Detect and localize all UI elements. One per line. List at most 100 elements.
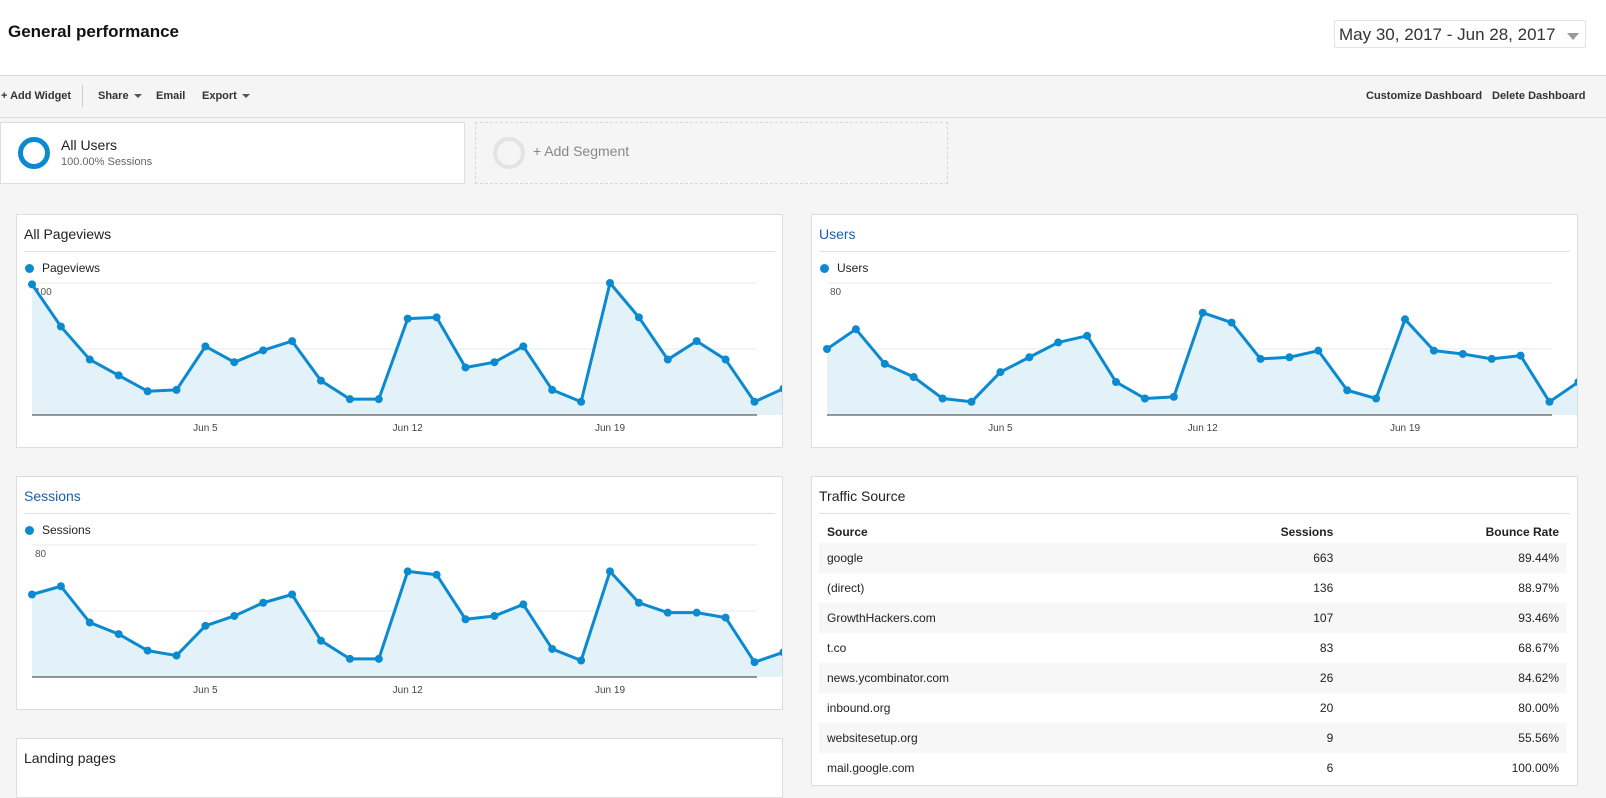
data-point bbox=[721, 613, 730, 622]
data-point bbox=[432, 570, 441, 579]
table-row[interactable]: inbound.org 20 80.00% bbox=[819, 693, 1567, 723]
x-tick-label: Jun 5 bbox=[193, 685, 218, 696]
table-row[interactable]: GrowthHackers.com 107 93.46% bbox=[819, 603, 1567, 633]
source-cell[interactable]: mail.google.com bbox=[827, 761, 915, 775]
data-point bbox=[577, 656, 586, 665]
data-point bbox=[634, 313, 643, 322]
data-point bbox=[345, 395, 354, 404]
segment-all-users[interactable]: All Users 100.00% Sessions bbox=[0, 122, 465, 184]
bounce-rate-cell: 100.00% bbox=[1511, 761, 1559, 775]
source-cell[interactable]: t.co bbox=[827, 641, 847, 655]
data-point bbox=[172, 385, 181, 394]
add-segment-button[interactable]: + Add Segment bbox=[475, 122, 948, 184]
data-point bbox=[1343, 386, 1352, 395]
source-cell[interactable]: inbound.org bbox=[827, 701, 891, 715]
data-point bbox=[1574, 378, 1577, 386]
data-point bbox=[201, 342, 210, 351]
column-header-sessions: Sessions bbox=[1280, 525, 1334, 539]
data-point bbox=[1198, 308, 1207, 317]
x-tick-label: Jun 19 bbox=[595, 685, 625, 696]
data-point bbox=[880, 359, 889, 368]
source-cell[interactable]: websitesetup.org bbox=[827, 731, 918, 745]
widget-title[interactable]: Sessions bbox=[24, 488, 81, 504]
table-row[interactable]: google 663 89.44% bbox=[819, 543, 1567, 573]
data-point bbox=[851, 325, 860, 334]
data-point bbox=[1487, 354, 1496, 363]
data-point bbox=[1516, 351, 1525, 360]
page-title: General performance bbox=[8, 22, 180, 41]
widget-divider bbox=[819, 251, 1570, 252]
sessions-cell: 9 bbox=[1326, 731, 1334, 745]
export-label: Export bbox=[202, 90, 237, 102]
toolbar-divider bbox=[82, 85, 83, 107]
segment-name: All Users bbox=[61, 137, 118, 153]
sessions-cell: 663 bbox=[1313, 551, 1334, 565]
x-tick-label: Jun 5 bbox=[988, 423, 1013, 434]
date-range-picker[interactable]: May 30, 2017 - Jun 28, 2017 bbox=[1334, 20, 1587, 48]
series-area bbox=[32, 283, 782, 415]
data-point bbox=[1314, 346, 1323, 355]
widget-title: Traffic Source bbox=[819, 488, 906, 504]
source-cell[interactable]: (direct) bbox=[827, 581, 865, 595]
data-point bbox=[519, 342, 528, 351]
data-point bbox=[750, 397, 759, 406]
source-cell[interactable]: GrowthHackers.com bbox=[827, 611, 936, 625]
legend-dot-icon bbox=[25, 526, 34, 535]
table-row[interactable]: mail.google.com 6 100.00% bbox=[819, 753, 1567, 783]
table-row[interactable]: (direct) 136 88.97% bbox=[819, 573, 1567, 603]
share-button[interactable]: Share bbox=[98, 90, 142, 102]
table-row[interactable]: news.ycombinator.com 26 84.62% bbox=[819, 663, 1567, 693]
x-tick-label: Jun 19 bbox=[1390, 423, 1420, 434]
legend-label: Pageviews bbox=[42, 261, 101, 275]
customize-dashboard-button[interactable]: Customize Dashboard bbox=[1366, 90, 1483, 102]
sessions-cell: 83 bbox=[1319, 641, 1334, 655]
legend-label: Sessions bbox=[42, 523, 91, 537]
data-point bbox=[721, 355, 730, 364]
data-point bbox=[85, 355, 94, 364]
y-tick-label: 80 bbox=[830, 287, 842, 298]
chevron-down-icon bbox=[1567, 33, 1580, 40]
add-widget-button[interactable]: + Add Widget bbox=[1, 90, 72, 102]
bounce-rate-cell: 80.00% bbox=[1518, 701, 1559, 715]
data-point bbox=[1545, 397, 1554, 406]
sessions-cell: 6 bbox=[1326, 761, 1334, 775]
column-header-bounce-rate: Bounce Rate bbox=[1485, 525, 1559, 539]
data-point bbox=[143, 646, 152, 655]
caret-down-icon bbox=[241, 94, 250, 99]
table-row[interactable]: websitesetup.org 9 55.56% bbox=[819, 723, 1567, 753]
data-point bbox=[750, 658, 759, 667]
source-cell[interactable]: news.ycombinator.com bbox=[827, 671, 950, 685]
data-point bbox=[663, 608, 672, 617]
chart-legend: Users bbox=[820, 261, 868, 275]
data-point bbox=[85, 618, 94, 627]
data-point bbox=[577, 397, 586, 406]
data-point bbox=[548, 644, 557, 653]
x-tick-label: Jun 19 bbox=[595, 423, 625, 434]
bounce-rate-cell: 89.44% bbox=[1518, 551, 1559, 565]
table-row[interactable]: t.co 83 68.67% bbox=[819, 633, 1567, 663]
delete-dashboard-button[interactable]: Delete Dashboard bbox=[1492, 90, 1586, 102]
email-button[interactable]: Email bbox=[156, 90, 186, 102]
data-point bbox=[1227, 318, 1236, 327]
data-point bbox=[996, 368, 1005, 377]
bounce-rate-cell: 88.97% bbox=[1518, 581, 1559, 595]
data-point bbox=[606, 279, 614, 287]
widget-traffic-source: Traffic Source Source Sessions Bounce Ra… bbox=[811, 476, 1578, 786]
data-point bbox=[56, 322, 65, 331]
data-point bbox=[779, 384, 782, 393]
source-cell[interactable]: google bbox=[827, 551, 864, 565]
data-point bbox=[259, 346, 268, 355]
data-point bbox=[230, 358, 239, 367]
date-range-label: May 30, 2017 - Jun 28, 2017 bbox=[1339, 25, 1556, 44]
widget-title[interactable]: Users bbox=[819, 226, 856, 242]
widget-divider bbox=[819, 513, 1570, 514]
data-point bbox=[1429, 346, 1438, 355]
export-button[interactable]: Export bbox=[202, 90, 250, 102]
widget-title: All Pageviews bbox=[24, 226, 112, 242]
